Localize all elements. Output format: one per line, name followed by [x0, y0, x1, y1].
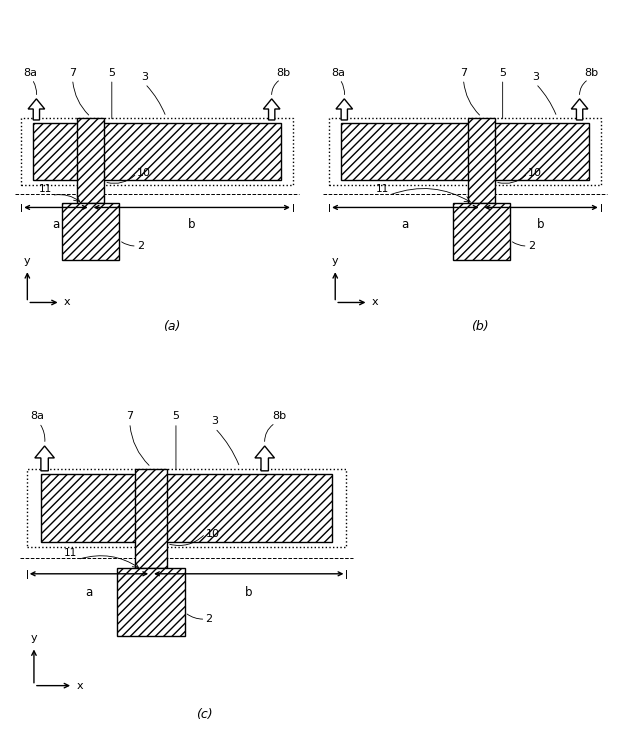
- Polygon shape: [35, 446, 54, 471]
- Text: 3: 3: [211, 417, 218, 427]
- Text: 7: 7: [126, 411, 133, 421]
- Text: y: y: [24, 256, 30, 266]
- Text: 10: 10: [137, 168, 151, 179]
- Text: 5: 5: [108, 68, 115, 78]
- Text: 11: 11: [376, 184, 389, 194]
- Bar: [41, 474, 332, 542]
- Text: (a): (a): [164, 320, 181, 332]
- Bar: [135, 469, 167, 569]
- Text: b: b: [537, 218, 545, 231]
- Bar: [118, 569, 185, 636]
- Text: b: b: [245, 586, 253, 600]
- Bar: [21, 119, 293, 185]
- Polygon shape: [571, 99, 588, 120]
- Text: 2: 2: [137, 241, 144, 251]
- Text: (b): (b): [471, 320, 489, 332]
- Text: a: a: [52, 218, 60, 231]
- Text: a: a: [402, 218, 409, 231]
- Text: 2: 2: [527, 241, 535, 251]
- Text: 2: 2: [205, 614, 213, 624]
- Bar: [329, 119, 601, 185]
- Bar: [27, 469, 346, 548]
- Text: 3: 3: [532, 72, 539, 82]
- Text: 7: 7: [460, 68, 467, 78]
- Text: 11: 11: [63, 548, 77, 558]
- Text: 3: 3: [141, 72, 149, 82]
- Bar: [77, 119, 104, 203]
- Text: (c): (c): [196, 708, 213, 720]
- Text: 5: 5: [499, 68, 506, 78]
- Text: 8a: 8a: [332, 68, 345, 78]
- Text: 7: 7: [69, 68, 76, 78]
- Text: y: y: [332, 256, 338, 266]
- Bar: [62, 203, 119, 261]
- Bar: [341, 123, 588, 180]
- Text: x: x: [371, 297, 378, 307]
- Polygon shape: [263, 99, 280, 120]
- Text: x: x: [77, 681, 83, 690]
- Text: 11: 11: [39, 184, 52, 194]
- Text: 8a: 8a: [30, 411, 45, 421]
- Text: x: x: [63, 297, 70, 307]
- Text: b: b: [188, 218, 195, 231]
- Text: 8b: 8b: [277, 68, 291, 78]
- Text: y: y: [30, 633, 37, 643]
- Bar: [468, 119, 495, 203]
- Text: a: a: [85, 586, 93, 600]
- Text: 10: 10: [527, 168, 542, 179]
- Text: 5: 5: [172, 411, 180, 421]
- Text: 10: 10: [205, 529, 220, 539]
- Polygon shape: [255, 446, 274, 471]
- Text: 8a: 8a: [24, 68, 37, 78]
- Bar: [34, 123, 281, 180]
- Polygon shape: [28, 99, 45, 120]
- Polygon shape: [336, 99, 353, 120]
- Text: 8b: 8b: [272, 411, 286, 421]
- Text: 8b: 8b: [585, 68, 599, 78]
- Bar: [453, 203, 510, 261]
